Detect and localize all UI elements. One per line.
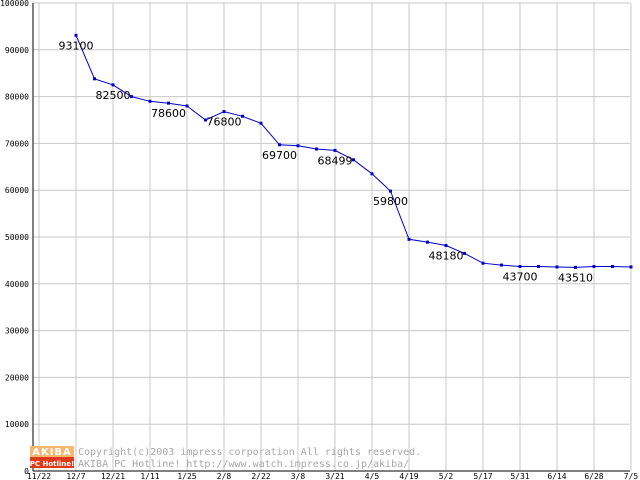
x-tick-label: 5/31 (510, 472, 529, 480)
y-tick-label: 70000 (5, 139, 29, 148)
y-tick-label: 40000 (5, 280, 29, 289)
data-point (370, 172, 374, 176)
y-tick-label: 90000 (5, 46, 29, 55)
data-point (463, 251, 466, 255)
data-point (537, 264, 540, 268)
data-label: 59800 (373, 195, 408, 208)
copyright-line: Copyright(c)2003 impress corporation All… (78, 447, 421, 458)
x-tick-label: 11/22 (27, 472, 51, 480)
y-tick-label: 10000 (5, 420, 29, 429)
site-url-line: AKIBA PC Hotline! http://www.watch.impre… (78, 459, 409, 470)
data-labels: 93100 82500 78600 76800 69700 68499 59800 48180… (59, 39, 594, 284)
grid (33, 2, 632, 471)
x-tick-label: 5/2 (439, 472, 454, 480)
data-label: 69700 (262, 149, 297, 162)
data-point (241, 114, 244, 118)
x-tick-label: 3/21 (325, 472, 344, 480)
data-point (204, 118, 207, 122)
copyright-watermark: AKIBA PC Hotline! Copyright(c)2003 impre… (30, 446, 421, 470)
akiba-logo-bottom (30, 457, 74, 468)
data-label: 93100 (59, 39, 94, 52)
data-point (611, 264, 614, 268)
x-tick-label: 4/5 (365, 472, 380, 480)
data-label: 43700 (503, 270, 538, 283)
x-tick-labels: 11/22 12/7 12/21 1/11 1/25 2/8 2/22 3/8 3/21 4/5 4… (27, 472, 638, 480)
x-tick-label: 7/5 (624, 472, 639, 480)
data-point (500, 263, 503, 267)
y-tick-label: 80000 (5, 93, 29, 102)
data-point (333, 148, 337, 152)
data-point (481, 261, 485, 265)
x-tick-label: 2/8 (217, 472, 232, 480)
pc-hotline-logo-text: PC Hotline! (30, 460, 74, 468)
data-point (167, 101, 170, 105)
x-tick-label: 5/17 (473, 472, 492, 480)
akiba-logo-text: AKIBA (32, 447, 72, 458)
data-points (74, 33, 633, 269)
data-point (259, 121, 263, 125)
data-label: 78600 (151, 107, 186, 120)
price-series-line (75, 35, 632, 268)
x-tick-label: 12/7 (66, 472, 85, 480)
data-point (74, 33, 78, 37)
data-point (111, 83, 115, 87)
x-tick-label: 4/19 (399, 472, 418, 480)
data-label: 68499 (318, 154, 353, 167)
y-tick-label: 20000 (5, 373, 29, 382)
data-point (592, 264, 596, 268)
data-point (518, 264, 522, 268)
data-label: 76800 (207, 116, 242, 129)
x-tick-label: 6/28 (584, 472, 603, 480)
data-point (130, 95, 133, 99)
data-point (93, 77, 96, 81)
x-tick-label: 12/21 (101, 472, 125, 480)
data-point (315, 147, 318, 151)
x-tick-label: 1/25 (177, 472, 196, 480)
y-tick-labels: 0 10000 20000 30000 40000 50000 60000 70000 8000… (0, 0, 29, 476)
data-point (389, 189, 392, 193)
data-point (185, 104, 189, 108)
y-tick-label: 30000 (5, 327, 29, 336)
data-point (278, 143, 281, 147)
data-point (148, 99, 152, 103)
x-tick-label: 3/8 (291, 472, 306, 480)
data-point (352, 158, 355, 162)
data-point (222, 110, 226, 114)
axes (32, 3, 630, 472)
data-point (555, 265, 559, 269)
y-tick-label: 0 (24, 467, 29, 476)
data-point (629, 265, 633, 269)
data-label: 48180 (429, 250, 464, 263)
data-point (296, 144, 300, 148)
y-tick-label: 60000 (5, 186, 29, 195)
x-tick-label: 1/11 (140, 472, 159, 480)
y-tick-label: 100000 (0, 0, 29, 8)
data-point (574, 265, 577, 269)
data-label: 43510 (558, 271, 593, 284)
data-point (407, 237, 411, 241)
x-tick-label: 6/14 (547, 472, 566, 480)
y-tick-label: 50000 (5, 233, 29, 242)
data-label: 82500 (96, 89, 131, 102)
x-tick-label: 2/22 (251, 472, 270, 480)
data-point (426, 240, 429, 244)
data-point (444, 244, 448, 248)
akiba-logo-top (30, 446, 74, 457)
